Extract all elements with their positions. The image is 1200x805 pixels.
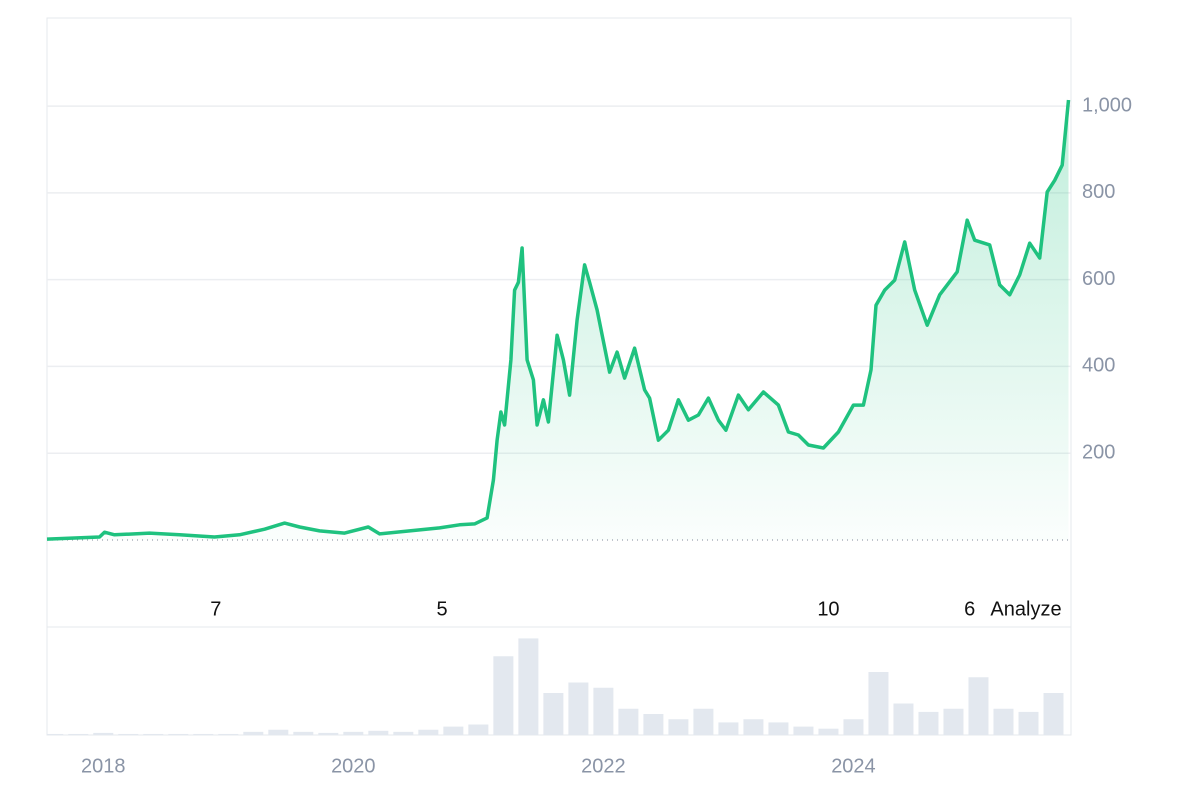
volume-bar <box>593 687 614 735</box>
volume-bar <box>718 722 739 735</box>
volume-bar <box>743 719 764 735</box>
volume-bar <box>468 724 489 735</box>
price-area <box>47 100 1069 540</box>
volume-bar <box>618 708 639 735</box>
volume-bar <box>768 722 789 735</box>
volume-bar <box>218 733 239 735</box>
volume-bar <box>318 732 339 735</box>
x-tick-label: 2024 <box>831 755 876 777</box>
volume-bar <box>943 708 964 735</box>
y-tick-label: 1,000 <box>1082 94 1132 116</box>
x-tick-label: 2018 <box>81 755 126 777</box>
volume-bar <box>543 693 564 735</box>
y-tick-label: 400 <box>1082 355 1115 377</box>
volume-bar <box>168 733 189 735</box>
event-marker: 5 <box>437 598 448 620</box>
volume-bar <box>193 733 214 735</box>
volume-bar <box>268 729 289 735</box>
volume-bar <box>293 731 314 735</box>
volume-bar <box>393 731 414 735</box>
volume-bar <box>143 733 164 735</box>
volume-bar <box>993 708 1014 735</box>
volume-bar <box>843 719 864 735</box>
volume-bar <box>47 733 64 735</box>
volume-bar <box>368 730 389 735</box>
volume-bar <box>343 731 364 735</box>
volume-bar <box>968 677 989 735</box>
volume-bar <box>243 731 264 735</box>
volume-bar <box>568 682 589 735</box>
x-tick-label: 2022 <box>581 755 626 777</box>
price-line <box>46 99 1071 541</box>
volume-bar <box>693 708 714 735</box>
volume-bar <box>518 638 539 735</box>
volume-bar <box>793 726 814 735</box>
x-tick-label: 2020 <box>331 755 376 777</box>
volume-bar <box>93 732 114 735</box>
y-tick-label: 600 <box>1082 268 1115 290</box>
event-marker: 7 <box>210 598 221 620</box>
y-tick-label: 200 <box>1082 441 1115 463</box>
volume-bar <box>68 733 89 735</box>
volume-bar <box>818 728 839 735</box>
volume-bar <box>893 703 914 735</box>
volume-bar <box>1018 711 1039 735</box>
volume-bar <box>493 656 514 735</box>
event-marker: 6 <box>964 598 975 620</box>
volume-bar <box>868 672 889 735</box>
volume-bar <box>668 719 689 735</box>
volume-bar <box>643 714 664 735</box>
analyze-button[interactable]: Analyze <box>990 598 1061 620</box>
volume-bar <box>1043 693 1064 735</box>
event-marker: 10 <box>817 598 839 620</box>
volume-bar <box>918 711 939 735</box>
y-tick-label: 800 <box>1082 181 1115 203</box>
volume-bar <box>118 733 139 735</box>
volume-bar <box>443 726 464 735</box>
volume-bar <box>418 729 439 735</box>
